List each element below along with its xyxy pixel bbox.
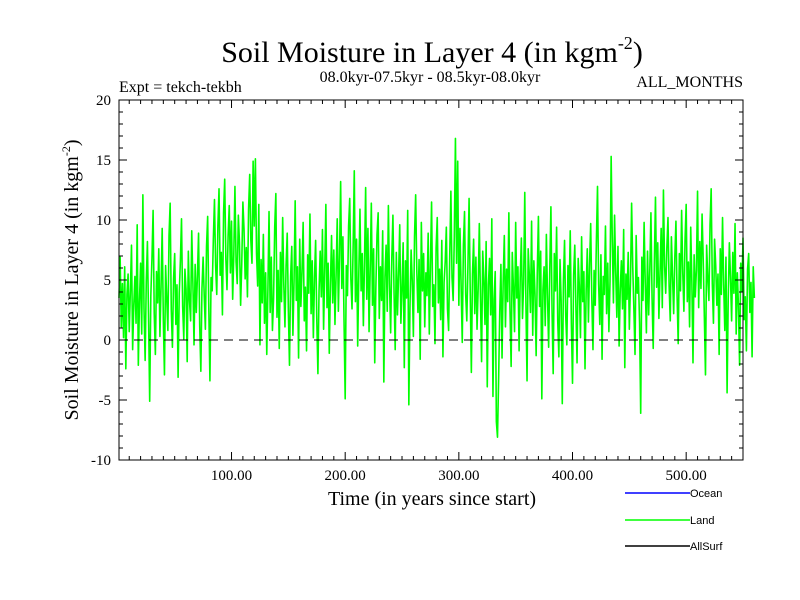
y-tick-label: 5	[104, 273, 112, 289]
y-tick-label: 0	[104, 333, 112, 349]
annotation-period: 08.0kyr-07.5kyr - 08.5kyr-08.0kyr	[320, 69, 541, 86]
legend: Ocean Land AllSurf	[625, 488, 723, 553]
y-tick-label: 15	[96, 153, 111, 169]
annotation-experiment: Expt = tekch-tekbh	[119, 79, 242, 96]
data-layer	[118, 137, 756, 438]
x-tick-label: 200.00	[325, 468, 366, 484]
x-tick-label: 500.00	[666, 468, 707, 484]
y-tick-label: 20	[96, 93, 111, 109]
axes-layer: -10 -5 0 5 10 15 20 100.00 200.00 300.00 400.00 500…	[91, 93, 744, 484]
chart-title: Soil Moisture in Layer 4 (in kgm-2)	[221, 33, 643, 69]
series-line-land	[118, 137, 756, 438]
x-tick-label: 100.00	[211, 468, 252, 484]
x-tick-label: 400.00	[552, 468, 593, 484]
y-axis-label: Soil Moisture in Layer 4 (in kgm-2)	[59, 139, 83, 420]
y-tick-label: -10	[91, 453, 111, 469]
y-tick-label: -5	[99, 393, 112, 409]
annotation-months: ALL_MONTHS	[636, 74, 743, 91]
legend-label-allsurf: AllSurf	[690, 541, 723, 553]
legend-label-ocean: Ocean	[690, 488, 722, 500]
x-axis-label: Time (in years since start)	[328, 488, 536, 510]
x-tick-label: 300.00	[438, 468, 479, 484]
y-tick-label: 10	[96, 213, 111, 229]
legend-label-land: Land	[690, 515, 714, 527]
